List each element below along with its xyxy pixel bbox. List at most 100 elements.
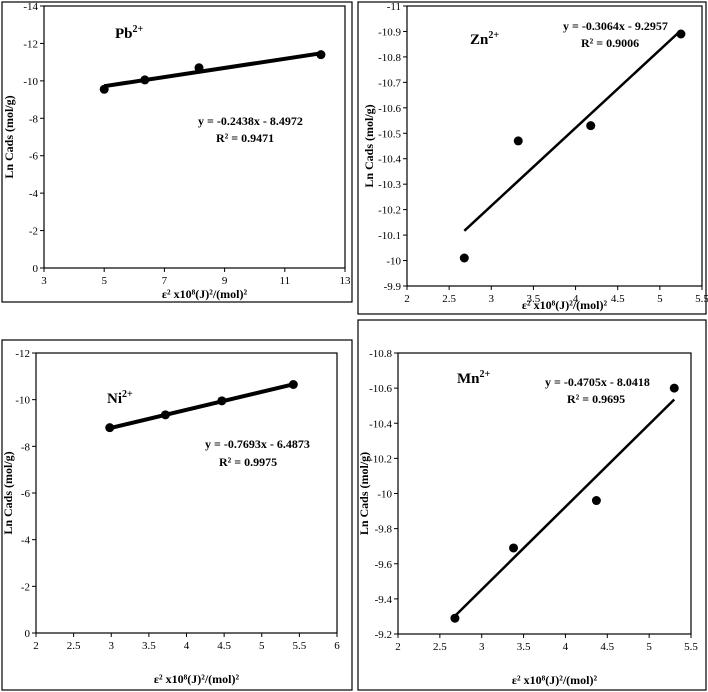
ion-label: Pb2+ xyxy=(115,24,144,42)
y-tick-label: -10.4 xyxy=(369,418,392,430)
y-tick-label: -4 xyxy=(29,188,39,200)
chart-panel-mn: 2 2.5 3 3.5 4 4.5 5 5.5 -9.2 -9.4 -9.6 -9.8 -10 -10.2… xyxy=(357,319,707,691)
trend-equation: y = -0.3064x - 9.2957 xyxy=(563,19,668,33)
y-tick-label: -10 xyxy=(386,256,401,268)
chart-panel-ni: 2 2.5 3 3.5 4 4.5 5 5.5 6 0 -2 -4 -6 -8 -10 -12 Ni2+ y = … xyxy=(1,339,353,691)
y-axis-title: Ln Cads (mol/g) xyxy=(1,451,15,534)
x-tick-label: 5.5 xyxy=(293,640,307,652)
x-tick-label: 11 xyxy=(280,275,291,287)
data-point xyxy=(217,396,227,406)
x-tick-label: 9 xyxy=(222,275,228,287)
y-axis-title: Ln Cads (mol/g) xyxy=(357,452,371,535)
y-tick-label: -10 xyxy=(377,489,392,501)
x-tick-label: 4 xyxy=(184,640,190,652)
plot-area xyxy=(406,5,703,287)
y-tick-label: -6 xyxy=(21,488,31,500)
y-tick-label: -2 xyxy=(21,581,30,593)
y-tick-label: -9.4 xyxy=(375,594,393,606)
y-tick-label: -9.2 xyxy=(375,629,392,641)
x-tick-label: 7 xyxy=(162,275,168,287)
trend-equation: y = -0.7693x - 6.4873 xyxy=(205,437,310,451)
x-tick-label: 3.5 xyxy=(517,641,531,653)
y-tick-label: -10.6 xyxy=(378,103,401,115)
y-tick-label: -8 xyxy=(29,113,39,125)
x-tick-label: 4.5 xyxy=(217,640,231,652)
x-tick-label: 2.5 xyxy=(433,641,447,653)
trend-equation: y = -0.2438x - 8.4972 xyxy=(198,114,303,128)
data-point xyxy=(669,383,679,393)
y-tick-label: -8 xyxy=(21,441,31,453)
y-tick-label: -12 xyxy=(23,38,38,50)
trend-line xyxy=(454,398,676,617)
y-tick-label: -10.5 xyxy=(378,128,401,140)
x-tick-label: 2.5 xyxy=(67,640,81,652)
x-tick-label: 5 xyxy=(259,640,265,652)
x-tick-label: 4.5 xyxy=(611,293,625,305)
y-tick-label: -10.4 xyxy=(378,154,401,166)
y-tick-label: -10 xyxy=(23,76,38,88)
data-point xyxy=(509,543,519,553)
y-tick-label: 0 xyxy=(25,628,31,640)
x-tick-label: 2 xyxy=(33,640,39,652)
data-point xyxy=(288,380,298,389)
trend-line xyxy=(103,51,322,89)
chart-panel-pb: 3 5 7 9 11 13 0 -2 -4 -6 -8 -10 -12 -14 Pb2+ y = -0.243… xyxy=(1,1,353,303)
data-point xyxy=(105,423,115,433)
y-tick-label: -11 xyxy=(387,1,401,13)
x-axis-title: ε² x10⁸(J)²/(mol)² xyxy=(522,298,608,312)
panel-frame xyxy=(1,339,353,691)
y-tick-label: -10.7 xyxy=(378,77,401,89)
y-tick-label: -10.2 xyxy=(378,205,401,217)
data-point xyxy=(316,50,326,60)
y-tick-label: -10.9 xyxy=(378,26,401,38)
y-tick-label: 0 xyxy=(33,263,39,275)
chart-panel-zn: 2 2.5 3 3.5 4 4.5 5 5.5 -9.9 -10 -10.1 -10.2 -10.3 -1… xyxy=(357,1,708,315)
panel-frame xyxy=(357,319,707,691)
y-tick-label: -9.6 xyxy=(375,559,393,571)
trend-line xyxy=(463,29,682,232)
y-tick-label: -9.9 xyxy=(384,281,402,293)
x-axis-title: ε² x10⁸(J)²/(mol)² xyxy=(154,672,240,686)
x-tick-label: 5.5 xyxy=(695,293,708,305)
plot-area xyxy=(397,352,692,635)
data-point xyxy=(586,121,596,131)
data-point xyxy=(160,410,170,420)
y-tick-label: -10.1 xyxy=(378,230,401,242)
y-axis-title: Ln Cads (mol/g) xyxy=(362,104,376,187)
x-tick-label: 5 xyxy=(657,293,663,305)
y-axis-title: Ln Cads (mol/g) xyxy=(2,95,16,178)
x-tick-label: 3 xyxy=(489,293,495,305)
data-point xyxy=(140,75,150,85)
x-axis-title: ε² x10⁸(J)²/(mol)² xyxy=(512,673,598,687)
panel-frame xyxy=(1,1,353,303)
r-squared-label: R² = 0.9006 xyxy=(581,36,639,50)
x-tick-label: 3 xyxy=(479,641,485,653)
panel-frame xyxy=(357,1,707,315)
x-tick-label: 2.5 xyxy=(442,293,456,305)
trend-equation: y = -0.4705x - 8.0418 xyxy=(545,375,650,389)
y-tick-label: -12 xyxy=(15,348,30,360)
data-point xyxy=(513,136,523,146)
y-tick-label: -10.3 xyxy=(378,179,401,191)
y-tick-label: -4 xyxy=(21,535,31,547)
data-point xyxy=(459,253,469,263)
plot-area xyxy=(35,352,338,634)
x-tick-label: 2 xyxy=(395,641,401,653)
ion-label: Zn2+ xyxy=(470,30,499,48)
ion-label: Ni2+ xyxy=(107,389,133,407)
x-tick-label: 4.5 xyxy=(600,641,614,653)
x-tick-label: 4 xyxy=(573,293,579,305)
x-tick-label: 5 xyxy=(101,275,107,287)
x-tick-label: 3.5 xyxy=(527,293,541,305)
x-tick-label: 5.5 xyxy=(684,641,698,653)
x-tick-label: 3.5 xyxy=(142,640,156,652)
x-tick-label: 3 xyxy=(109,640,115,652)
plot-area xyxy=(43,5,346,269)
x-tick-label: 2 xyxy=(404,293,410,305)
y-tick-label: -10.2 xyxy=(369,453,392,465)
y-tick-label: -10.8 xyxy=(369,348,392,360)
x-tick-label: 4 xyxy=(563,641,569,653)
x-tick-label: 3 xyxy=(41,275,47,287)
r-squared-label: R² = 0.9975 xyxy=(219,455,277,469)
ion-label: Mn2+ xyxy=(457,369,491,387)
